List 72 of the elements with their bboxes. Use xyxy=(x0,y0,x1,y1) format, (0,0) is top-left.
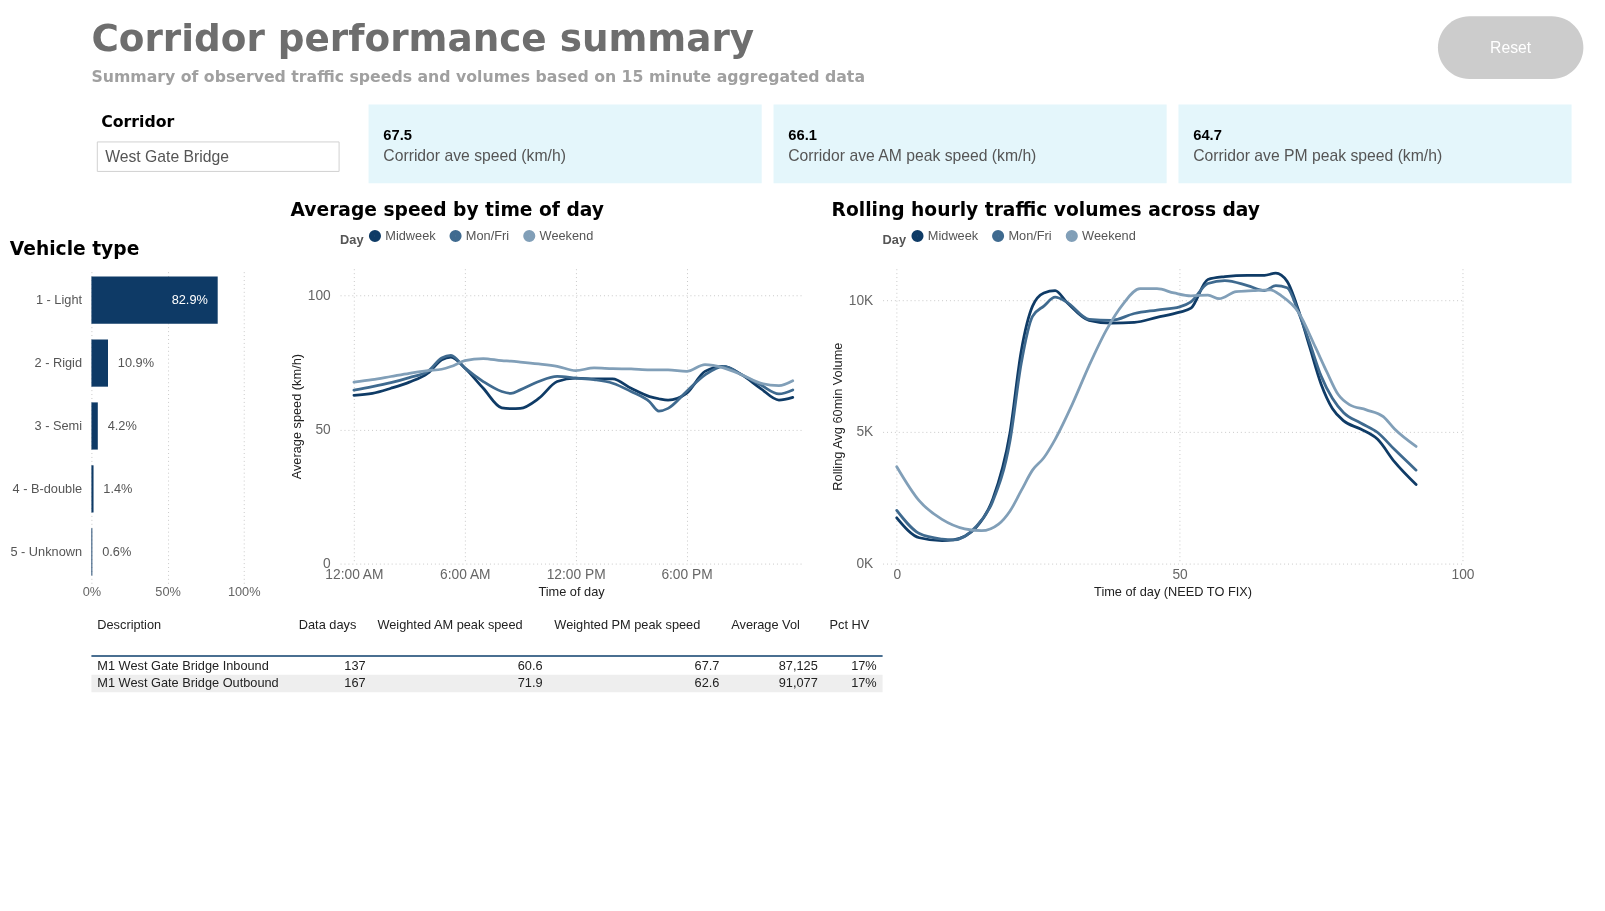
text: 87,125 xyxy=(778,657,818,673)
text: Pct HV xyxy=(829,617,870,633)
text: 67.7 xyxy=(694,657,720,673)
legend-label: Mon/Fri xyxy=(465,227,510,243)
chart-title: Average speed by time of day xyxy=(290,198,604,220)
text: 71.9 xyxy=(517,675,543,691)
data-label: 1.4% xyxy=(103,480,133,496)
text: Average Vol xyxy=(731,617,800,633)
text: Corridor ave PM peak speed (km/h) xyxy=(1193,146,1443,164)
legend-title: Day xyxy=(340,232,365,248)
legend-label: Midweek xyxy=(927,227,979,243)
y-tick-label: 50 xyxy=(315,421,332,437)
x-tick-label: 100% xyxy=(227,583,261,599)
legend-label: Mon/Fri xyxy=(1008,227,1052,243)
text: 66.1 xyxy=(788,126,817,143)
y-tick-label: 2 - Rigid xyxy=(34,355,83,371)
y-tick-label: 5K xyxy=(856,424,875,440)
text: Corridor xyxy=(101,112,175,132)
y-tick-label: 100 xyxy=(307,287,332,303)
y-tick-label: 0K xyxy=(856,556,875,572)
text: Summary of observed traffic speeds and volumes based on 15 minute aggregated data xyxy=(91,66,865,86)
text: M1 West Gate Bridge Outbound xyxy=(97,675,279,691)
text: Corridor performance summary xyxy=(91,15,755,60)
y-tick-label: 3 - Semi xyxy=(34,417,83,433)
y-tick-label: 4 - B-double xyxy=(12,480,83,496)
text: 62.6 xyxy=(694,675,720,691)
legend-label: Weekend xyxy=(1082,227,1136,243)
x-tick-label: 0% xyxy=(82,583,102,599)
text: 17% xyxy=(851,657,877,673)
x-axis-title: Time of day xyxy=(538,583,606,599)
y-axis-title: Rolling Avg 60min Volume xyxy=(829,342,845,491)
text: 167 xyxy=(344,675,366,691)
text: West Gate Bridge xyxy=(105,147,230,165)
data-label: 82.9% xyxy=(171,292,208,308)
text: Weighted AM peak speed xyxy=(377,617,523,633)
x-axis-title: Time of day (NEED TO FIX) xyxy=(1094,583,1253,599)
text: M1 West Gate Bridge Inbound xyxy=(97,657,269,673)
text: Weighted PM peak speed xyxy=(554,617,701,633)
legend-label: Weekend xyxy=(539,227,594,243)
x-tick-label: 12:00 PM xyxy=(546,566,606,582)
text: 137 xyxy=(344,657,366,673)
x-tick-label: 100 xyxy=(1451,566,1475,582)
bar xyxy=(91,276,218,324)
y-tick-label: 1 - Light xyxy=(35,292,83,308)
x-tick-label: 0 xyxy=(893,566,902,582)
text: Corridor ave AM peak speed (km/h) xyxy=(788,146,1037,164)
x-tick-label: 6:00 PM xyxy=(661,566,713,582)
bar xyxy=(91,402,98,450)
legend-label: Midweek xyxy=(385,227,437,243)
data-label: 0.6% xyxy=(102,543,132,559)
text: 67.5 xyxy=(383,126,412,143)
x-tick-label: 50% xyxy=(155,583,181,599)
text: 91,077 xyxy=(778,675,818,691)
y-tick-label: 5 - Unknown xyxy=(10,543,83,559)
bar xyxy=(91,339,109,387)
chart-title: Rolling hourly traffic volumes across day xyxy=(831,198,1261,220)
y-tick-label: 10K xyxy=(848,292,875,308)
text: Corridor ave speed (km/h) xyxy=(383,146,566,164)
text: 60.6 xyxy=(517,657,543,673)
text: 17% xyxy=(851,675,877,691)
x-tick-label: 50 xyxy=(1172,566,1189,582)
data-label: 4.2% xyxy=(107,417,137,433)
legend-title: Day xyxy=(882,232,907,248)
text: Data days xyxy=(298,617,357,633)
text: Description xyxy=(97,617,162,633)
data-label: 10.9% xyxy=(117,355,155,371)
y-axis-title: Average speed (km/h) xyxy=(288,353,304,480)
bar xyxy=(91,465,94,513)
x-tick-label: 6:00 AM xyxy=(440,566,491,582)
line-series xyxy=(352,357,795,387)
text: 64.7 xyxy=(1193,126,1222,143)
chart-title: Vehicle type xyxy=(9,237,140,259)
